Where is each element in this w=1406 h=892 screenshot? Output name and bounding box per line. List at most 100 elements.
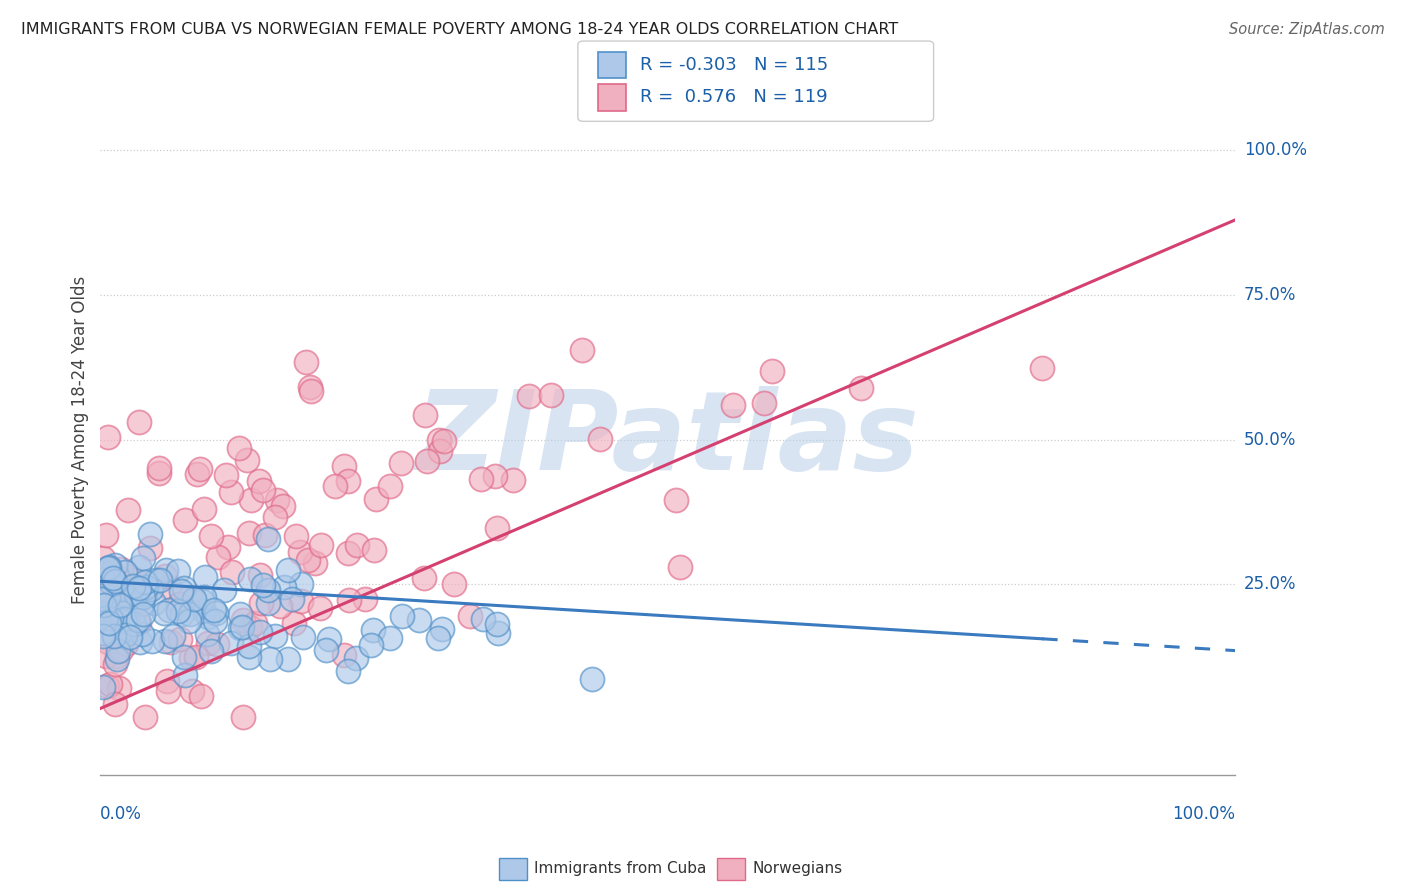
Point [186,467,208,482]
Point [292,630,315,644]
Text: 25.0%: 25.0% [1244,575,1296,593]
Point [197,610,219,624]
Point [299,380,322,394]
Point [101,577,124,591]
Point [517,389,540,403]
Point [318,632,340,646]
Point [108,610,131,624]
Point [139,541,162,555]
Point [156,673,179,688]
Point [221,565,243,579]
Point [124,573,146,587]
Point [135,580,157,594]
Text: R = -0.303   N = 115: R = -0.303 N = 115 [640,56,828,74]
Point [259,652,281,666]
Point [361,623,384,637]
Point [290,594,312,608]
Point [191,594,214,608]
Point [389,456,412,470]
Point [277,564,299,578]
Point [122,579,145,593]
Text: Source: ZipAtlas.com: Source: ZipAtlas.com [1229,22,1385,37]
Point [98,560,121,574]
Point [100,601,122,615]
Point [104,574,127,588]
Point [183,591,205,606]
Point [114,622,136,636]
Point [221,485,243,500]
Point [132,607,155,621]
Point [378,632,401,646]
Point [141,634,163,648]
Point [238,640,260,654]
Point [114,565,136,579]
Text: IMMIGRANTS FROM CUBA VS NORWEGIAN FEMALE POVERTY AMONG 18-24 YEAR OLDS CORRELATI: IMMIGRANTS FROM CUBA VS NORWEGIAN FEMALE… [21,22,898,37]
Point [94,528,117,542]
Point [91,680,114,694]
Point [238,525,260,540]
Point [153,633,176,648]
Point [232,710,254,724]
Point [142,596,165,610]
Y-axis label: Female Poverty Among 18-24 Year Olds: Female Poverty Among 18-24 Year Olds [72,276,89,604]
Point [315,643,337,657]
Point [145,573,167,587]
Point [344,651,367,665]
Point [243,616,266,631]
Point [112,607,135,621]
Point [269,599,291,614]
Point [91,629,114,643]
Point [179,590,201,604]
Point [104,558,127,572]
Point [752,396,775,410]
Point [232,613,254,627]
Point [589,432,612,446]
Point [128,616,150,631]
Point [179,607,201,622]
Point [238,650,260,665]
Point [458,609,481,624]
Point [360,639,382,653]
Point [139,582,162,596]
Point [295,355,318,369]
Point [250,596,273,610]
Point [337,474,360,488]
Point [252,578,274,592]
Point [112,612,135,626]
Point [194,570,217,584]
Point [110,642,132,657]
Point [98,589,121,603]
Point [94,607,117,622]
Point [128,560,150,574]
Point [90,592,112,607]
Point [337,664,360,678]
Point [98,560,121,574]
Point [290,576,312,591]
Text: 0.0%: 0.0% [100,805,142,823]
Point [346,538,368,552]
Point [433,434,456,448]
Point [134,574,156,589]
Point [200,529,222,543]
Point [105,648,128,663]
Text: 50.0%: 50.0% [1244,431,1296,449]
Point [430,622,453,636]
Point [188,462,211,476]
Point [156,684,179,698]
Point [336,546,359,560]
Point [247,475,270,489]
Point [299,384,322,398]
Point [128,582,150,596]
Point [284,529,307,543]
Point [91,551,114,566]
Point [228,441,250,455]
Point [173,649,195,664]
Point [127,613,149,627]
Point [98,676,121,690]
Point [134,586,156,600]
Point [193,604,215,618]
Point [180,683,202,698]
Point [112,588,135,602]
Point [152,606,174,620]
Point [470,472,492,486]
